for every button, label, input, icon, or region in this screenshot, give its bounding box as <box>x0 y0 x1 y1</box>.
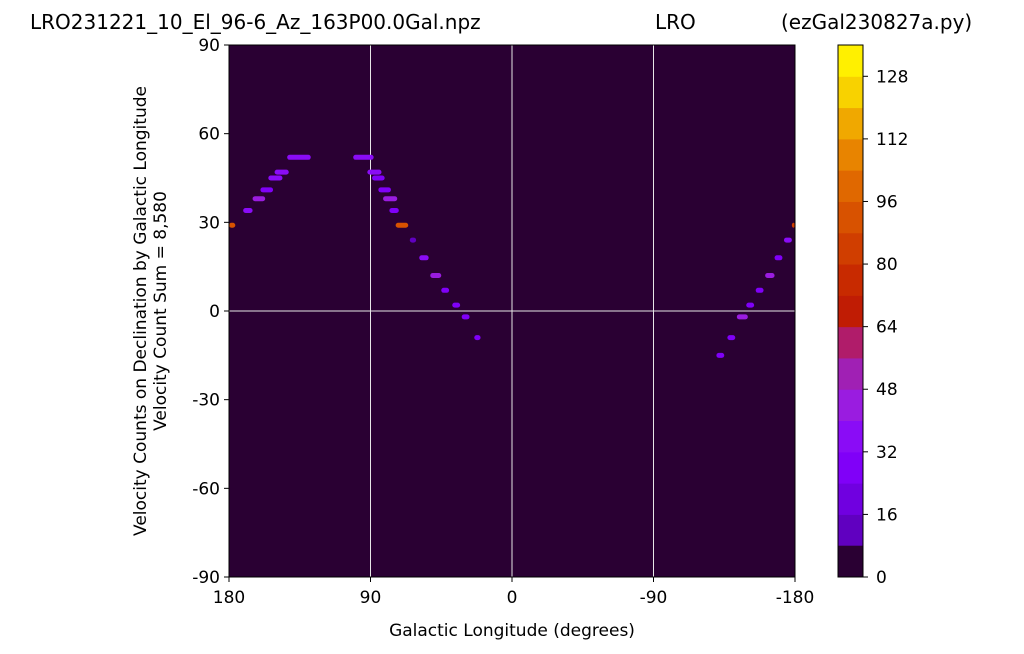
heatmap-cell <box>367 169 382 175</box>
x-axis-label: Galactic Longitude (degrees) <box>389 621 635 641</box>
heatmap-cell <box>372 175 385 181</box>
y-axis-label: Velocity Counts on Declination by Galact… <box>131 86 151 536</box>
y-tick-label: 60 <box>198 125 220 145</box>
chart-title-station: LRO <box>655 10 696 34</box>
heatmap-cell <box>755 287 764 293</box>
y-tick-label: 90 <box>198 36 220 56</box>
colorbar: 0 16 32 48 64 80 96 112 128 <box>837 44 908 588</box>
colorbar-tick-label: 96 <box>876 192 898 212</box>
heatmap-cell <box>353 154 374 160</box>
heatmap-cell <box>383 196 398 202</box>
y-tick-label: -60 <box>192 479 220 499</box>
colorbar-segment <box>838 483 863 515</box>
heatmap-cell <box>452 302 461 308</box>
y-tick-label: 30 <box>198 213 220 233</box>
heatmap-cell <box>252 196 266 202</box>
colorbar-segment <box>838 295 863 328</box>
chart-title-filename: LRO231221_10_El_96-6_Az_163P00.0Gal.npz <box>30 10 481 34</box>
heatmap-cell <box>378 187 391 193</box>
heatmap-cell <box>461 314 470 320</box>
heatmap-cell <box>736 314 748 320</box>
colorbar-tick-label: 64 <box>876 318 898 338</box>
y-tick-label: 0 <box>209 302 220 322</box>
heatmap-cell <box>229 222 236 228</box>
colorbar-segment <box>838 326 863 359</box>
colorbar-tick-label: 0 <box>876 568 887 588</box>
x-tick-label: -180 <box>776 588 815 608</box>
heatmap-cell <box>441 287 450 293</box>
heatmap-cell <box>274 169 289 175</box>
heatmap-cell <box>409 237 417 243</box>
heatmap-cell <box>474 335 481 341</box>
colorbar-tick-label: 48 <box>876 380 898 400</box>
x-axis: 180 90 0 -90 -180 <box>213 577 815 608</box>
colorbar-tick-label: 16 <box>876 505 898 525</box>
y-tick-label: -30 <box>192 391 220 411</box>
colorbar-segment <box>838 107 863 140</box>
grid-lines <box>229 45 795 577</box>
heatmap-cell <box>268 175 283 181</box>
colorbar-segment <box>838 201 863 234</box>
colorbar-segment <box>838 45 863 77</box>
colorbar-frame <box>837 44 864 578</box>
chart-title-program: (ezGal230827a.py) <box>781 10 973 34</box>
heatmap-cell <box>783 237 792 243</box>
colorbar-tick-label: 128 <box>876 67 908 87</box>
x-tick-label: 0 <box>507 588 518 608</box>
heatmap-cell <box>727 335 736 341</box>
colorbar-tick-label: 32 <box>876 443 898 463</box>
colorbar-segment <box>838 232 863 265</box>
colorbar-segment <box>838 389 863 422</box>
colorbar-segment <box>838 170 863 202</box>
x-tick-label: 180 <box>213 588 245 608</box>
colorbar-segment <box>838 451 863 484</box>
heatmap-cell <box>765 273 775 279</box>
colorbar-segment <box>838 514 863 547</box>
heatmap-cell <box>419 255 429 261</box>
heatmap-cell <box>389 208 399 214</box>
colorbar-segment <box>838 138 863 171</box>
heatmap-cells <box>229 154 795 358</box>
heatmap-cell <box>746 302 755 308</box>
heatmap-cell <box>395 222 409 228</box>
heatmap-cell <box>287 154 311 160</box>
heatmap-cell <box>243 208 253 214</box>
heatmap-cell <box>774 255 783 261</box>
y-tick-label: -90 <box>192 568 220 588</box>
colorbar-segment <box>838 545 863 577</box>
colorbar-tick-label: 112 <box>876 130 908 150</box>
y-axis-label-sum: Velocity Count Sum = 8,580 <box>151 191 171 431</box>
colorbar-tick-label: 80 <box>876 255 898 275</box>
colorbar-segment <box>838 76 863 109</box>
heatmap-cell <box>260 187 274 193</box>
heatmap-cell <box>716 352 725 358</box>
heatmap-cell <box>430 273 442 279</box>
y-axis: 90 60 30 0 -30 -60 -90 <box>192 36 229 588</box>
x-tick-label: -90 <box>640 588 668 608</box>
colorbar-segment <box>838 357 863 390</box>
colorbar-segment <box>838 264 863 296</box>
colorbar-segment <box>838 420 863 453</box>
heatmap-cell <box>791 222 795 228</box>
x-tick-label: 90 <box>360 588 382 608</box>
